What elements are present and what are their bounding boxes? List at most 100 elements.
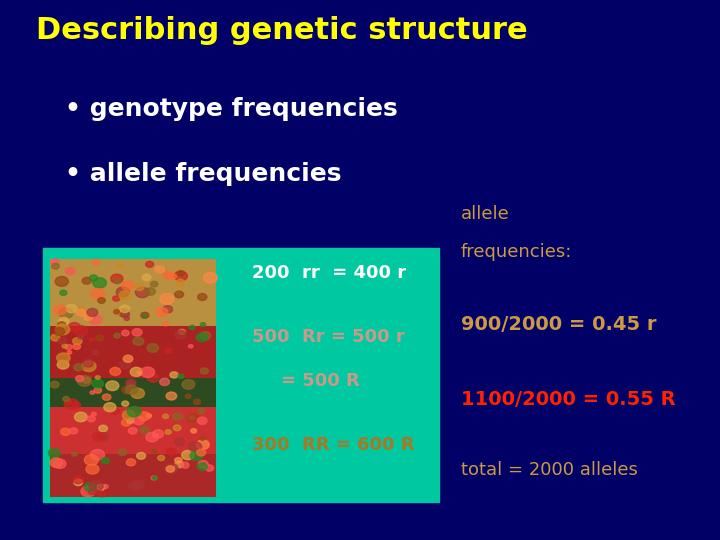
Circle shape bbox=[145, 261, 153, 267]
Circle shape bbox=[89, 481, 103, 491]
Circle shape bbox=[158, 455, 165, 461]
Circle shape bbox=[64, 399, 78, 409]
Circle shape bbox=[178, 374, 184, 379]
Circle shape bbox=[113, 296, 120, 301]
Circle shape bbox=[146, 414, 151, 418]
Circle shape bbox=[65, 345, 72, 350]
Circle shape bbox=[50, 381, 59, 388]
Circle shape bbox=[138, 371, 142, 374]
Circle shape bbox=[73, 338, 82, 345]
Bar bbox=[50, 326, 216, 378]
Circle shape bbox=[120, 311, 130, 318]
Circle shape bbox=[65, 400, 71, 405]
Circle shape bbox=[175, 330, 186, 339]
Circle shape bbox=[102, 394, 111, 400]
Bar bbox=[50, 454, 216, 497]
Circle shape bbox=[189, 345, 193, 348]
Circle shape bbox=[166, 448, 176, 455]
Circle shape bbox=[175, 291, 184, 298]
Circle shape bbox=[66, 267, 75, 275]
Circle shape bbox=[122, 281, 134, 290]
Circle shape bbox=[58, 322, 66, 328]
Circle shape bbox=[122, 386, 132, 394]
Circle shape bbox=[98, 298, 105, 303]
Circle shape bbox=[97, 433, 108, 441]
Circle shape bbox=[170, 274, 176, 279]
Circle shape bbox=[110, 408, 120, 415]
Circle shape bbox=[133, 416, 145, 424]
Circle shape bbox=[160, 294, 174, 305]
Bar bbox=[43, 248, 439, 502]
Circle shape bbox=[197, 440, 210, 449]
Circle shape bbox=[129, 482, 139, 490]
Circle shape bbox=[96, 335, 104, 341]
Text: 300  RR = 600 R: 300 RR = 600 R bbox=[252, 436, 415, 455]
Circle shape bbox=[181, 462, 189, 468]
Circle shape bbox=[60, 290, 67, 295]
Circle shape bbox=[148, 373, 159, 382]
Circle shape bbox=[181, 450, 194, 460]
Circle shape bbox=[51, 259, 59, 265]
Circle shape bbox=[123, 355, 133, 362]
Circle shape bbox=[196, 333, 207, 342]
Circle shape bbox=[91, 412, 96, 416]
Bar bbox=[50, 259, 216, 497]
Circle shape bbox=[91, 288, 105, 299]
Circle shape bbox=[118, 449, 127, 456]
Circle shape bbox=[145, 288, 156, 295]
Circle shape bbox=[175, 461, 184, 468]
Circle shape bbox=[189, 415, 194, 419]
Circle shape bbox=[57, 360, 69, 369]
Circle shape bbox=[187, 414, 199, 422]
Circle shape bbox=[205, 465, 214, 471]
Circle shape bbox=[174, 271, 187, 281]
Circle shape bbox=[166, 466, 175, 472]
Circle shape bbox=[173, 413, 183, 420]
Circle shape bbox=[165, 463, 178, 474]
Circle shape bbox=[63, 396, 69, 401]
Circle shape bbox=[198, 408, 205, 414]
Bar bbox=[50, 378, 216, 407]
Circle shape bbox=[143, 274, 151, 281]
Circle shape bbox=[166, 392, 176, 400]
Circle shape bbox=[140, 367, 155, 377]
Circle shape bbox=[102, 458, 109, 464]
Circle shape bbox=[155, 266, 165, 273]
Text: 200  rr  = 400 r: 200 rr = 400 r bbox=[252, 264, 406, 282]
Circle shape bbox=[58, 318, 69, 325]
Circle shape bbox=[99, 425, 107, 431]
Circle shape bbox=[153, 476, 158, 480]
Circle shape bbox=[92, 350, 99, 355]
Circle shape bbox=[58, 338, 66, 344]
Circle shape bbox=[127, 407, 141, 417]
Circle shape bbox=[84, 455, 99, 465]
Circle shape bbox=[76, 309, 86, 316]
Circle shape bbox=[84, 483, 96, 491]
Circle shape bbox=[163, 322, 168, 326]
Circle shape bbox=[48, 449, 60, 457]
Circle shape bbox=[87, 308, 98, 316]
Circle shape bbox=[189, 442, 202, 452]
Circle shape bbox=[92, 259, 100, 265]
Circle shape bbox=[84, 360, 94, 367]
Circle shape bbox=[117, 287, 130, 297]
Circle shape bbox=[142, 314, 148, 318]
Circle shape bbox=[82, 278, 91, 284]
Circle shape bbox=[163, 414, 168, 418]
Circle shape bbox=[128, 428, 137, 434]
Bar bbox=[50, 407, 216, 454]
Circle shape bbox=[54, 305, 66, 315]
Circle shape bbox=[50, 458, 63, 468]
Circle shape bbox=[89, 489, 96, 495]
Circle shape bbox=[93, 433, 104, 441]
Circle shape bbox=[104, 403, 116, 412]
Circle shape bbox=[185, 394, 191, 399]
Circle shape bbox=[179, 329, 186, 334]
Circle shape bbox=[190, 451, 203, 461]
Bar bbox=[50, 259, 216, 326]
Circle shape bbox=[128, 381, 134, 386]
Circle shape bbox=[200, 436, 205, 440]
Circle shape bbox=[150, 281, 158, 287]
Text: 900/2000 = 0.45 r: 900/2000 = 0.45 r bbox=[461, 314, 657, 334]
Text: 1100/2000 = 0.55 R: 1100/2000 = 0.55 R bbox=[461, 390, 675, 409]
